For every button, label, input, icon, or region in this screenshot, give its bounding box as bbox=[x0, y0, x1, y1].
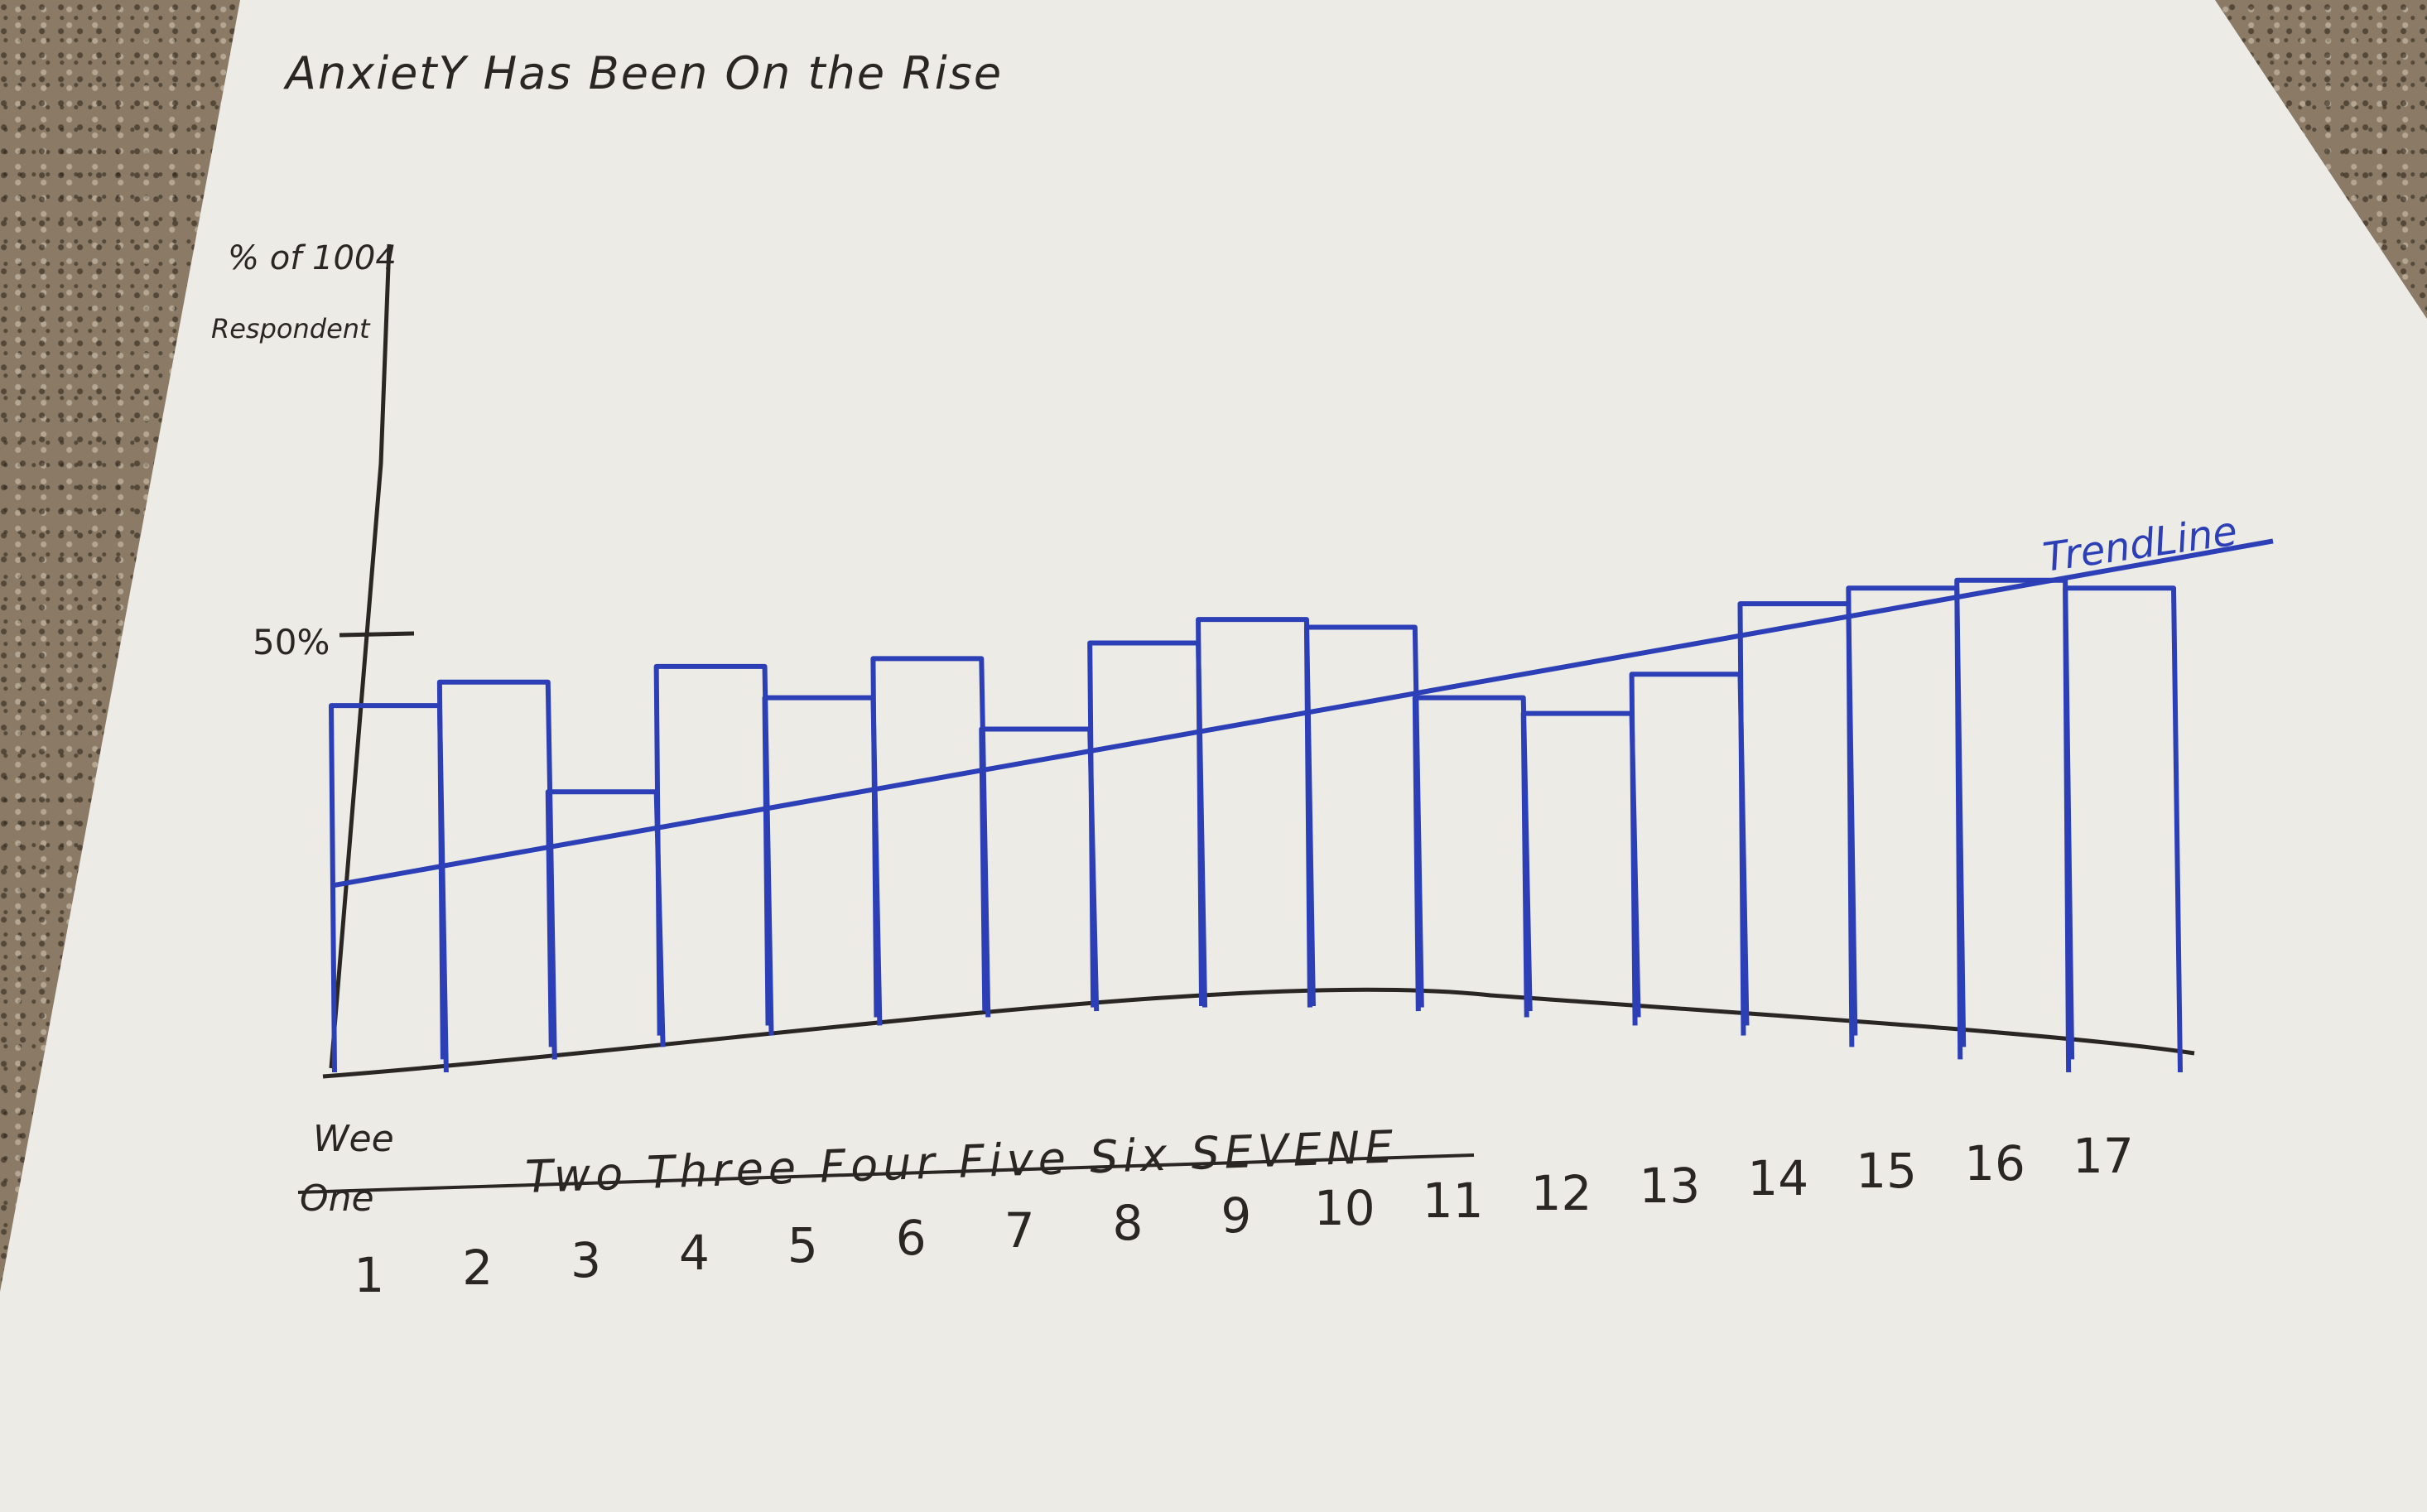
y-tick-label-50: 50% bbox=[253, 622, 330, 662]
x-tick-label-16: 16 bbox=[1964, 1135, 2025, 1192]
y-tick-50 bbox=[339, 631, 415, 638]
x-tick-label-2: 2 bbox=[462, 1240, 493, 1296]
y-axis-label-line2: Respondent bbox=[211, 313, 371, 344]
x-tick-label-14: 14 bbox=[1747, 1150, 1808, 1206]
x-tick-label-7: 7 bbox=[1004, 1202, 1035, 1259]
x-tick-label-13: 13 bbox=[1639, 1158, 1700, 1214]
x-tick-label-15: 15 bbox=[1856, 1143, 1917, 1199]
x-axis bbox=[322, 987, 2195, 1079]
x-tick-label-9: 9 bbox=[1221, 1187, 1251, 1244]
word-row-2-first: One bbox=[300, 1177, 374, 1220]
x-tick-label-17: 17 bbox=[2073, 1128, 2134, 1184]
x-tick-label-8: 8 bbox=[1113, 1195, 1144, 1251]
x-tick-labels-group: 1 2 3 4 5 6 7 8 9 10 11 12 13 14 15 16 17 bbox=[354, 1128, 2133, 1303]
bars-group bbox=[329, 577, 2183, 1073]
x-tick-label-4: 4 bbox=[679, 1225, 710, 1281]
word-row-1: Wee bbox=[313, 1118, 394, 1160]
word-row-strike bbox=[297, 1153, 1475, 1194]
x-tick-label-10: 10 bbox=[1314, 1180, 1375, 1236]
x-tick-label-6: 6 bbox=[896, 1210, 927, 1266]
y-axis-label-line1: % of 1004 bbox=[228, 239, 397, 277]
x-tick-label-11: 11 bbox=[1423, 1173, 1484, 1229]
trendline bbox=[330, 538, 2274, 888]
bar-17 bbox=[2063, 585, 2183, 1073]
x-tick-label-12: 12 bbox=[1531, 1165, 1592, 1221]
x-tick-label-5: 5 bbox=[787, 1217, 818, 1274]
trendline-group bbox=[330, 538, 2274, 888]
y-axis bbox=[329, 243, 392, 1069]
chart-title: AnxietY Has Been On the Rise bbox=[283, 47, 1003, 99]
x-tick-label-1: 1 bbox=[354, 1247, 384, 1303]
x-tick-label-3: 3 bbox=[571, 1232, 601, 1288]
